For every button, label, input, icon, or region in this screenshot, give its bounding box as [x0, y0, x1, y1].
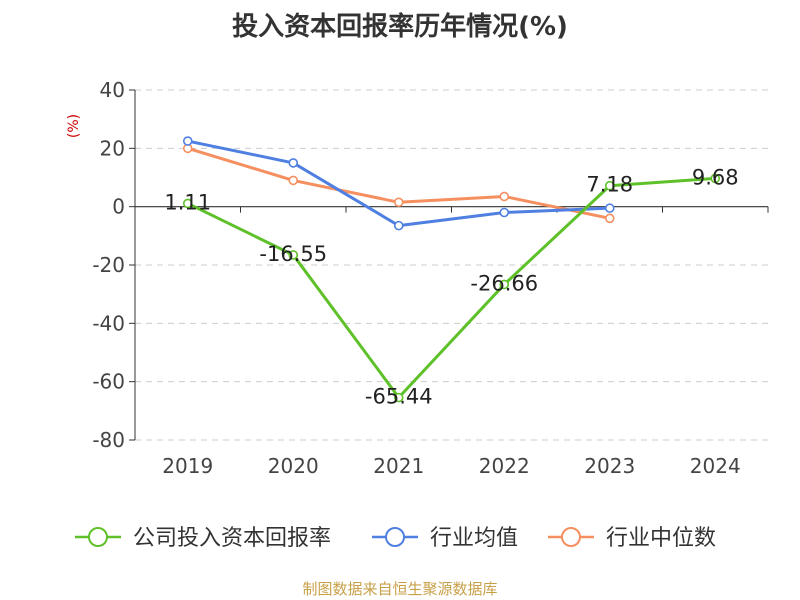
legend: 公司投入资本回报率 行业均值 行业中位数 [75, 526, 716, 551]
y-tick-label: 40 [100, 78, 125, 102]
data-point [288, 175, 299, 186]
data-point [499, 207, 510, 218]
source-note: 制图数据来自恒生聚源数据库 [302, 580, 498, 598]
legend-marker [385, 527, 405, 547]
legend-label: 公司投入资本回报率 [133, 526, 331, 551]
data-label: 1.11 [164, 190, 211, 214]
chart-title: 投入资本回报率历年情况(%) [232, 12, 568, 42]
x-tick-label: 2020 [268, 454, 319, 478]
data-point [393, 197, 404, 208]
series-line [187, 176, 716, 400]
data-label: -26.66 [470, 271, 538, 295]
data-label: -65.44 [365, 385, 433, 409]
legend-label: 行业均值 [430, 526, 518, 551]
data-point [182, 136, 193, 146]
y-tick-label: -80 [92, 428, 125, 452]
x-tick-label: 2024 [690, 454, 741, 478]
data-point [393, 392, 404, 403]
axis-layer: 40 20 0 -20 -40 -60 -80 2019 2020 2021 2022 2023 202… [92, 78, 769, 478]
data-label-layer: 1.11 -16.55 -65.44 -26.66 7.18 9.68 [164, 165, 738, 408]
x-tick-label: 2022 [479, 454, 530, 478]
data-point [499, 191, 510, 202]
x-tick-label: 2023 [584, 454, 635, 478]
data-point [393, 220, 404, 231]
y-tick-label: 0 [112, 195, 125, 219]
series-line [187, 139, 610, 228]
data-label: 9.68 [692, 165, 739, 189]
data-point [499, 279, 510, 290]
y-tick-label: -40 [92, 311, 125, 335]
data-point [288, 158, 299, 168]
legend-marker [561, 527, 581, 547]
series-layer [182, 136, 721, 403]
data-point [288, 250, 299, 260]
data-point [604, 203, 615, 213]
data-point [710, 173, 721, 184]
grid-layer [135, 89, 768, 441]
x-tick-label: 2019 [162, 454, 213, 478]
data-point [182, 198, 193, 209]
data-label: 7.18 [586, 173, 633, 197]
y-tick-label: 20 [100, 136, 125, 160]
legend-label: 行业中位数 [606, 526, 716, 551]
y-tick-label: -60 [92, 370, 125, 394]
legend-marker [88, 527, 108, 547]
data-label: -16.55 [259, 242, 327, 266]
x-tick-label: 2021 [373, 454, 424, 478]
series-line [187, 146, 611, 220]
data-point [604, 213, 615, 224]
y-tick-label: -20 [92, 253, 125, 277]
data-point [604, 180, 615, 191]
y-axis-unit-label: (%) [66, 114, 82, 138]
